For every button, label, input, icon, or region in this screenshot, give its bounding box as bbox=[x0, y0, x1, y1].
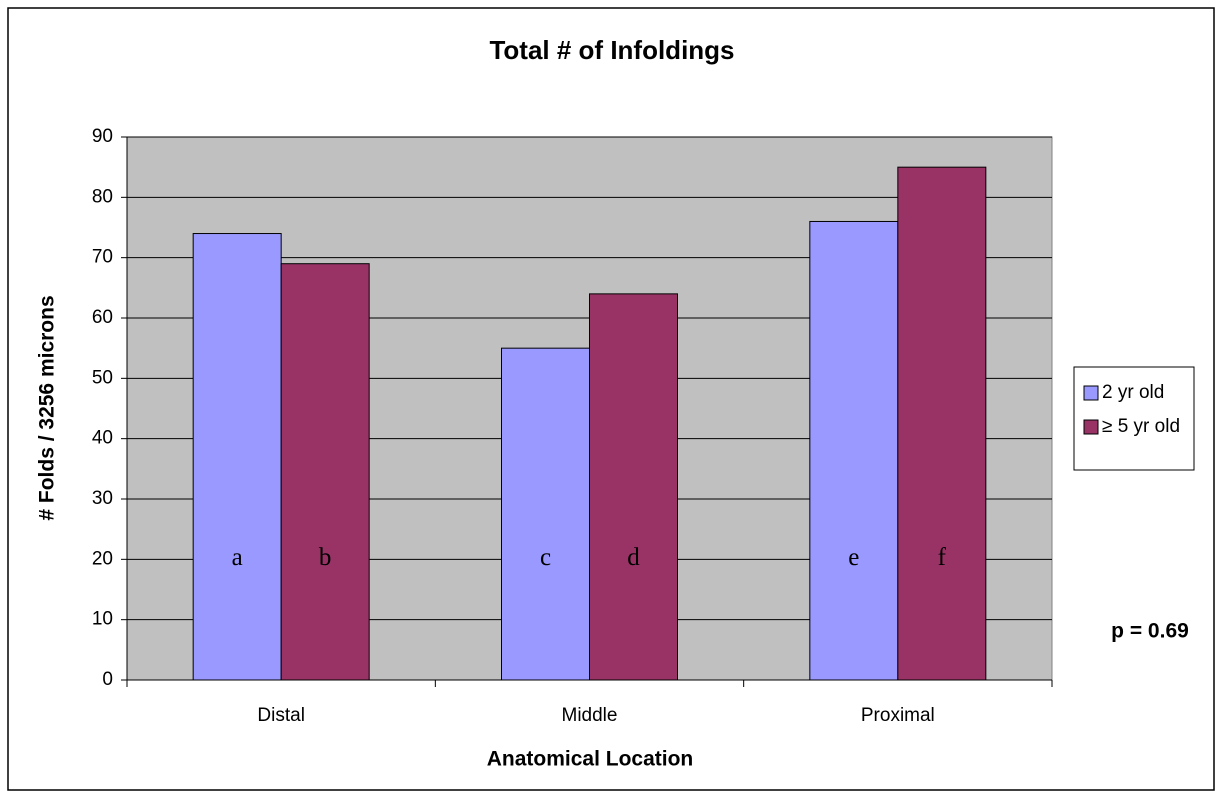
x-tick-label: Distal bbox=[257, 705, 305, 726]
bar-letter: f bbox=[938, 544, 947, 571]
x-tick-label: Middle bbox=[562, 705, 618, 726]
y-tick-label: 40 bbox=[92, 428, 113, 449]
y-tick-label: 50 bbox=[92, 367, 113, 388]
bar bbox=[897, 166, 987, 681]
y-tick-label: 0 bbox=[102, 669, 113, 690]
bar bbox=[280, 263, 370, 681]
bar-letter: d bbox=[627, 544, 640, 571]
bar bbox=[589, 293, 678, 681]
y-tick-label: 70 bbox=[92, 247, 113, 268]
y-tick-label: 10 bbox=[92, 609, 113, 630]
y-tick-label: 80 bbox=[92, 186, 113, 207]
legend-swatch bbox=[1083, 385, 1099, 401]
legend-swatch bbox=[1083, 419, 1099, 435]
bar bbox=[501, 347, 590, 681]
bar bbox=[192, 233, 282, 681]
bar-letter: e bbox=[848, 544, 859, 571]
bar-letter: c bbox=[540, 544, 551, 571]
bar-letter: b bbox=[319, 544, 332, 571]
x-axis-label: Anatomical Location bbox=[487, 748, 694, 771]
legend-label: ≥ 5 yr old bbox=[1102, 416, 1180, 437]
y-tick-label: 20 bbox=[92, 548, 113, 569]
bar bbox=[809, 220, 899, 681]
chart-title: Total # of Infoldings bbox=[489, 35, 734, 65]
bar-letter: a bbox=[232, 544, 243, 571]
y-tick-label: 90 bbox=[92, 126, 113, 147]
annotation: p = 0.69 bbox=[1111, 620, 1189, 643]
y-tick-label: 60 bbox=[92, 307, 113, 328]
y-axis-label: # Folds / 3256 microns bbox=[36, 295, 59, 520]
legend-box bbox=[1073, 366, 1195, 471]
legend-label: 2 yr old bbox=[1102, 382, 1164, 403]
y-tick-label: 30 bbox=[92, 488, 113, 509]
x-tick-label: Proximal bbox=[861, 705, 935, 726]
